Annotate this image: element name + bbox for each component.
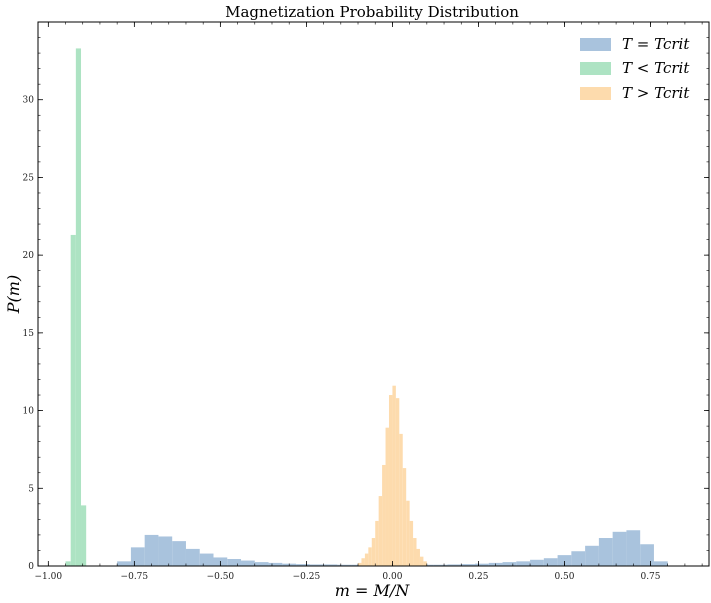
histogram-bar [296, 564, 310, 566]
histogram-bar [358, 562, 362, 566]
legend-item-above-tcrit: T > Tcrit [580, 84, 690, 102]
histogram-bar [172, 541, 186, 566]
x-tick-label: −0.75 [121, 572, 149, 582]
histogram-bar [461, 564, 476, 566]
plot-area: −1.00 −0.75 −0.50 −0.25 0.00 0.25 0.50 0.75 0 5 1… [23, 21, 710, 582]
legend-label-tcrit: T = Tcrit [622, 35, 690, 53]
histogram-bar [416, 548, 420, 566]
histogram-bar [117, 561, 131, 566]
histogram-bar [413, 538, 417, 566]
legend-item-tcrit: T = Tcrit [580, 35, 690, 53]
histogram-bar [309, 564, 324, 566]
histogram-bar [395, 398, 400, 566]
histogram-bar [371, 538, 376, 566]
legend-swatch-below-tcrit [580, 62, 611, 75]
histogram-bar [598, 538, 613, 566]
histogram-bar [65, 561, 71, 566]
histogram-bar [409, 520, 414, 566]
legend-swatch-above-tcrit [580, 87, 611, 100]
chart-title: Magnetization Probability Distribution [225, 3, 519, 21]
x-tick-label: 0.25 [468, 572, 488, 582]
histogram-bar [241, 560, 255, 566]
plot-frame [37, 21, 710, 567]
histogram-bar [199, 553, 214, 566]
histogram-bar [626, 530, 641, 566]
histogram-bar [516, 561, 531, 566]
histogram-bar [388, 395, 393, 566]
x-axis-ticks: −1.00 −0.75 −0.50 −0.25 0.00 0.25 0.50 0.75 [35, 22, 703, 582]
histogram-bar [144, 534, 159, 566]
series-2-bars [358, 385, 427, 566]
legend: T = Tcrit T < Tcrit T > Tcrit [580, 35, 690, 102]
x-tick-label: −0.25 [293, 572, 321, 582]
histogram-bar [640, 544, 654, 566]
series-1-bars [65, 48, 87, 567]
x-tick-label: −0.50 [207, 572, 235, 582]
histogram-bar [399, 433, 403, 566]
histogram-bar [392, 385, 396, 566]
histogram-bar [406, 500, 410, 566]
histogram-bar [81, 505, 87, 566]
y-tick-label: 30 [23, 96, 35, 106]
histogram-bar [375, 520, 379, 566]
histogram-bar [653, 561, 668, 566]
histogram-bar [382, 464, 386, 566]
x-tick-label: 0.75 [640, 572, 660, 582]
histogram-bar [543, 558, 558, 566]
histogram-bar [75, 48, 82, 567]
x-tick-label: −1.00 [35, 572, 63, 582]
histogram-bar [502, 562, 517, 566]
histogram-bar [385, 427, 389, 566]
legend-swatch-tcrit [580, 38, 611, 51]
histogram-bar [361, 558, 365, 566]
histogram-bar [130, 547, 145, 566]
y-axis-ticks: 0 5 10 15 20 25 30 [23, 37, 709, 572]
histogram-bar [402, 468, 407, 566]
histogram-bar [571, 551, 586, 566]
y-tick-label: 5 [28, 484, 34, 494]
histogram-bar [368, 547, 372, 566]
legend-label-above-tcrit: T > Tcrit [622, 84, 690, 102]
histogram-bar [423, 561, 427, 566]
y-tick-label: 15 [23, 329, 35, 339]
legend-item-below-tcrit: T < Tcrit [580, 59, 690, 77]
histogram-bar [323, 564, 338, 566]
histogram-bar [433, 564, 448, 566]
histogram-bar [419, 556, 424, 566]
histogram-bar [185, 548, 200, 566]
histogram-bar [378, 496, 383, 566]
histogram-bar [475, 563, 489, 566]
histogram-bar [557, 555, 572, 566]
histogram-bar [530, 559, 544, 566]
histogram-bar [227, 559, 242, 566]
y-axis-label: P(m) [4, 275, 23, 314]
histogram-bar [364, 553, 369, 566]
histogram-bar [585, 545, 599, 566]
y-tick-label: 20 [23, 251, 35, 261]
histogram-bar [447, 564, 462, 566]
histogram-bar [612, 531, 627, 566]
legend-label-below-tcrit: T < Tcrit [622, 59, 690, 77]
x-axis-label: m = M/N [335, 581, 411, 600]
histogram-bar [70, 234, 76, 567]
x-tick-label: 0.50 [554, 572, 574, 582]
histogram-bar [254, 562, 269, 566]
histogram-bar [158, 536, 173, 566]
histogram-bar [268, 562, 283, 566]
y-tick-label: 10 [23, 407, 35, 417]
histogram-bar [337, 564, 352, 566]
y-tick-label: 0 [28, 562, 34, 572]
x-tick-label: 0.00 [382, 572, 402, 582]
y-tick-label: 25 [23, 173, 35, 183]
